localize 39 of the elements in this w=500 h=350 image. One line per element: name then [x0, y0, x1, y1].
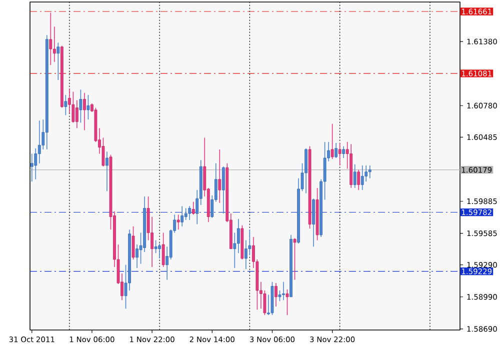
candlestick — [162, 232, 165, 268]
candlestick — [34, 148, 38, 180]
candlestick — [83, 92, 86, 131]
candlestick — [154, 240, 158, 254]
candlestick — [180, 206, 184, 227]
candlestick — [79, 89, 82, 124]
candlestick — [353, 164, 356, 188]
candlestick — [330, 123, 334, 160]
candlestick — [360, 165, 364, 190]
candlestick — [244, 240, 248, 270]
candlestick — [38, 120, 41, 164]
candlestick — [286, 289, 289, 316]
candlestick — [334, 142, 338, 158]
candlestick — [338, 142, 342, 166]
candlestick — [106, 151, 108, 192]
candlestick — [233, 232, 236, 268]
candlestick — [86, 94, 90, 120]
candlestick — [192, 201, 195, 216]
candlestick — [56, 42, 60, 80]
candlestick — [132, 226, 135, 260]
candlestick — [158, 243, 162, 259]
candlestick — [274, 282, 278, 307]
candlestick — [293, 238, 296, 280]
candlestick — [357, 169, 360, 190]
candlestick — [136, 244, 138, 268]
candlestick — [184, 208, 188, 220]
candlestick — [76, 100, 78, 128]
candlestick — [218, 149, 222, 204]
candlestick — [236, 218, 240, 254]
candlestick — [304, 148, 308, 194]
candlestick — [64, 94, 68, 116]
candlestick — [188, 206, 192, 220]
candlestick — [176, 214, 180, 230]
candlestick — [222, 166, 225, 214]
candlestick — [368, 165, 372, 179]
candlestick — [342, 146, 346, 158]
candlestick — [282, 282, 285, 300]
candlestick — [49, 12, 52, 66]
candlestick — [52, 26, 56, 62]
